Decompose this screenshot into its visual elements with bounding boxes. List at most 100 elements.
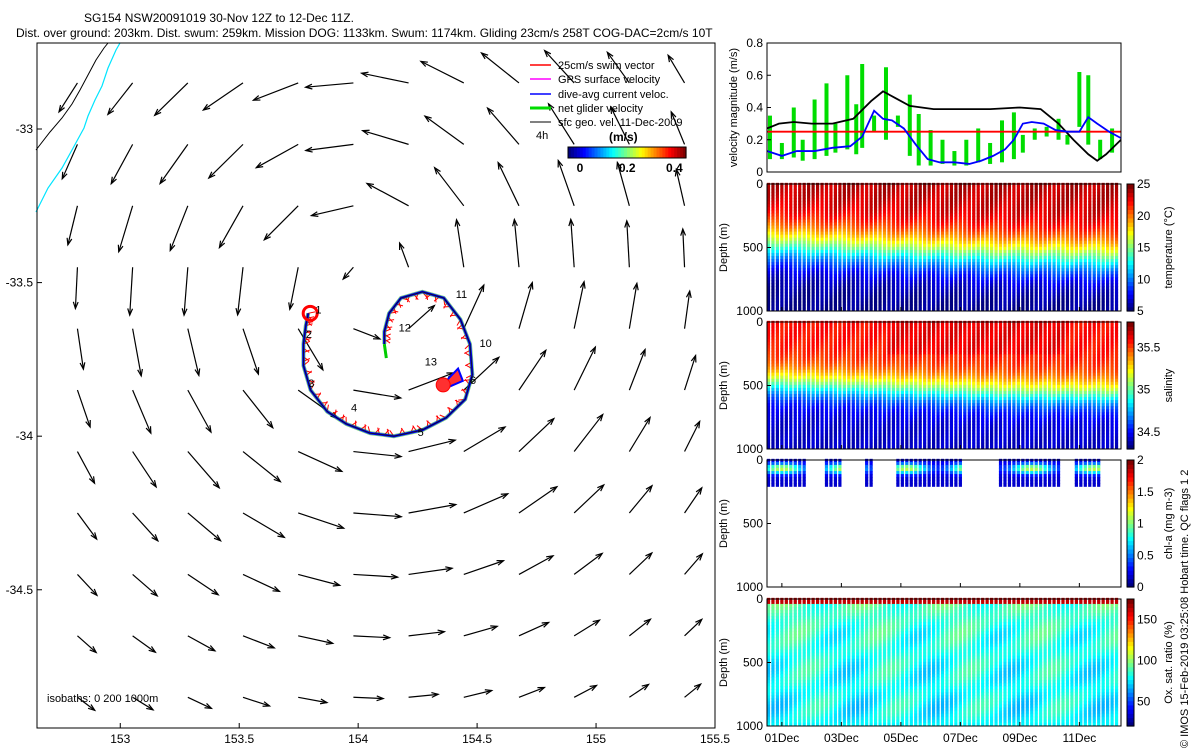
temp-panel-sample (940, 207, 945, 211)
temp-panel-sample (789, 268, 793, 272)
temp-panel-sample (851, 298, 855, 303)
temp-panel-sample (1101, 207, 1105, 211)
temp-panel-sample (1039, 219, 1043, 224)
temp-panel-sample (896, 271, 900, 275)
temp-panel-sample (829, 207, 833, 211)
temp-panel-sample (1052, 185, 1056, 190)
temp-panel-sample (780, 225, 784, 230)
temp-panel-sample (775, 301, 780, 306)
sal-panel-sample (766, 433, 771, 438)
temp-panel-sample (958, 277, 962, 281)
sal-panel-sample (793, 397, 797, 401)
temp-panel-sample (873, 207, 878, 211)
temp-panel-sample (896, 274, 900, 278)
temp-panel-sample (775, 252, 780, 257)
temp-panel-sample (1034, 225, 1038, 230)
temp-panel-sample (882, 195, 887, 199)
temp-panel-sample (780, 283, 784, 288)
temp-panel-sample (909, 280, 913, 284)
sal-panel-sample (802, 333, 806, 337)
sal-panel-sample (815, 348, 820, 352)
temp-panel-sample (1012, 201, 1016, 205)
temp-panel-sample (793, 246, 797, 251)
temp-panel-sample (865, 219, 869, 224)
temp-panel-sample (998, 307, 1003, 312)
temp-panel-sample (1043, 213, 1047, 217)
temp-panel-sample (1061, 277, 1065, 281)
temp-panel-sample (989, 213, 994, 217)
sal-panel-sample (798, 348, 802, 352)
temp-panel-sample (918, 262, 922, 266)
sal-panel-sample (802, 439, 806, 444)
sal-panel-sample (842, 387, 846, 392)
sal-panel-sample (798, 320, 802, 325)
temp-panel-sample (882, 198, 887, 202)
temp-panel-sample (998, 283, 1003, 288)
temp-panel-sample (856, 219, 860, 224)
sal-panel-sample (780, 366, 784, 371)
sal-panel-sample (847, 445, 851, 450)
temp-panel-sample (1012, 228, 1016, 233)
temp-panel-sample (900, 268, 904, 272)
temp-panel-sample (1079, 286, 1083, 291)
temp-panel-sample (1016, 195, 1020, 199)
temp-panel-sample (1114, 262, 1119, 266)
sal-panel-sample (807, 418, 811, 422)
temp-panel-sample (994, 213, 998, 217)
temp-panel-sample (954, 234, 958, 239)
temp-panel-sample (820, 274, 824, 278)
temp-panel-sample (940, 289, 945, 294)
temp-panel-sample (972, 268, 976, 272)
sal-panel-sample (780, 397, 784, 401)
temp-panel-sample (923, 249, 927, 254)
temp-panel-sample (998, 280, 1003, 284)
temp-panel-sample (1048, 271, 1052, 275)
temp-panel-sample (1110, 255, 1114, 260)
temp-panel-sample (1043, 301, 1047, 306)
temp-panel-sample (918, 191, 922, 196)
sal-panel-sample (815, 369, 820, 374)
sal-panel-sample (798, 381, 802, 386)
geo-vector-shaft (242, 512, 285, 538)
temp-panel-sample (909, 249, 913, 254)
temp-panel-sample (829, 182, 833, 187)
temp-panel-sample (847, 304, 851, 309)
temp-panel-sample (789, 213, 793, 217)
temp-panel-sample (775, 274, 780, 278)
sal-panel-sample (838, 397, 842, 401)
temp-panel-sample (900, 298, 904, 303)
temp-panel-sample (1007, 246, 1012, 251)
temp-panel-sample (1007, 283, 1012, 288)
temp-panel-sample (1007, 219, 1012, 224)
sal-panel-sample (780, 406, 784, 410)
temp-panel-sample (972, 307, 976, 312)
temp-panel-sample (905, 262, 909, 266)
sal-panel-sample (780, 326, 784, 331)
temp-panel-sample (1007, 234, 1012, 239)
temp-panel-sample (958, 298, 962, 303)
temp-panel-sample (1092, 225, 1096, 230)
sal-panel-sample (811, 323, 815, 328)
temp-panel-sample (1056, 234, 1061, 239)
temp-panel-sample (856, 304, 860, 309)
temp-panel-sample (1101, 277, 1105, 281)
temp-panel-sample (1007, 255, 1012, 260)
temp-panel-sample (989, 249, 994, 254)
temp-panel-sample (1114, 213, 1119, 217)
temp-panel-sample (900, 265, 904, 269)
temp-panel-sample (775, 249, 780, 254)
temp-panel-sample (985, 274, 989, 278)
temp-panel-sample (936, 252, 940, 257)
temp-panel-sample (856, 289, 860, 294)
temp-panel-sample (1114, 191, 1119, 196)
temp-panel-sample (949, 195, 954, 199)
temp-panel-sample (1106, 280, 1110, 284)
temp-panel-sample (1016, 185, 1020, 190)
temp-panel-sample (1052, 307, 1056, 312)
temp-panel-sample (940, 283, 945, 288)
temp-panel-sample (815, 268, 820, 272)
sal-panel-sample (780, 348, 784, 352)
temp-panel-sample (766, 246, 771, 251)
sal-panel-sample (775, 372, 780, 377)
temp-panel-sample (994, 280, 998, 284)
